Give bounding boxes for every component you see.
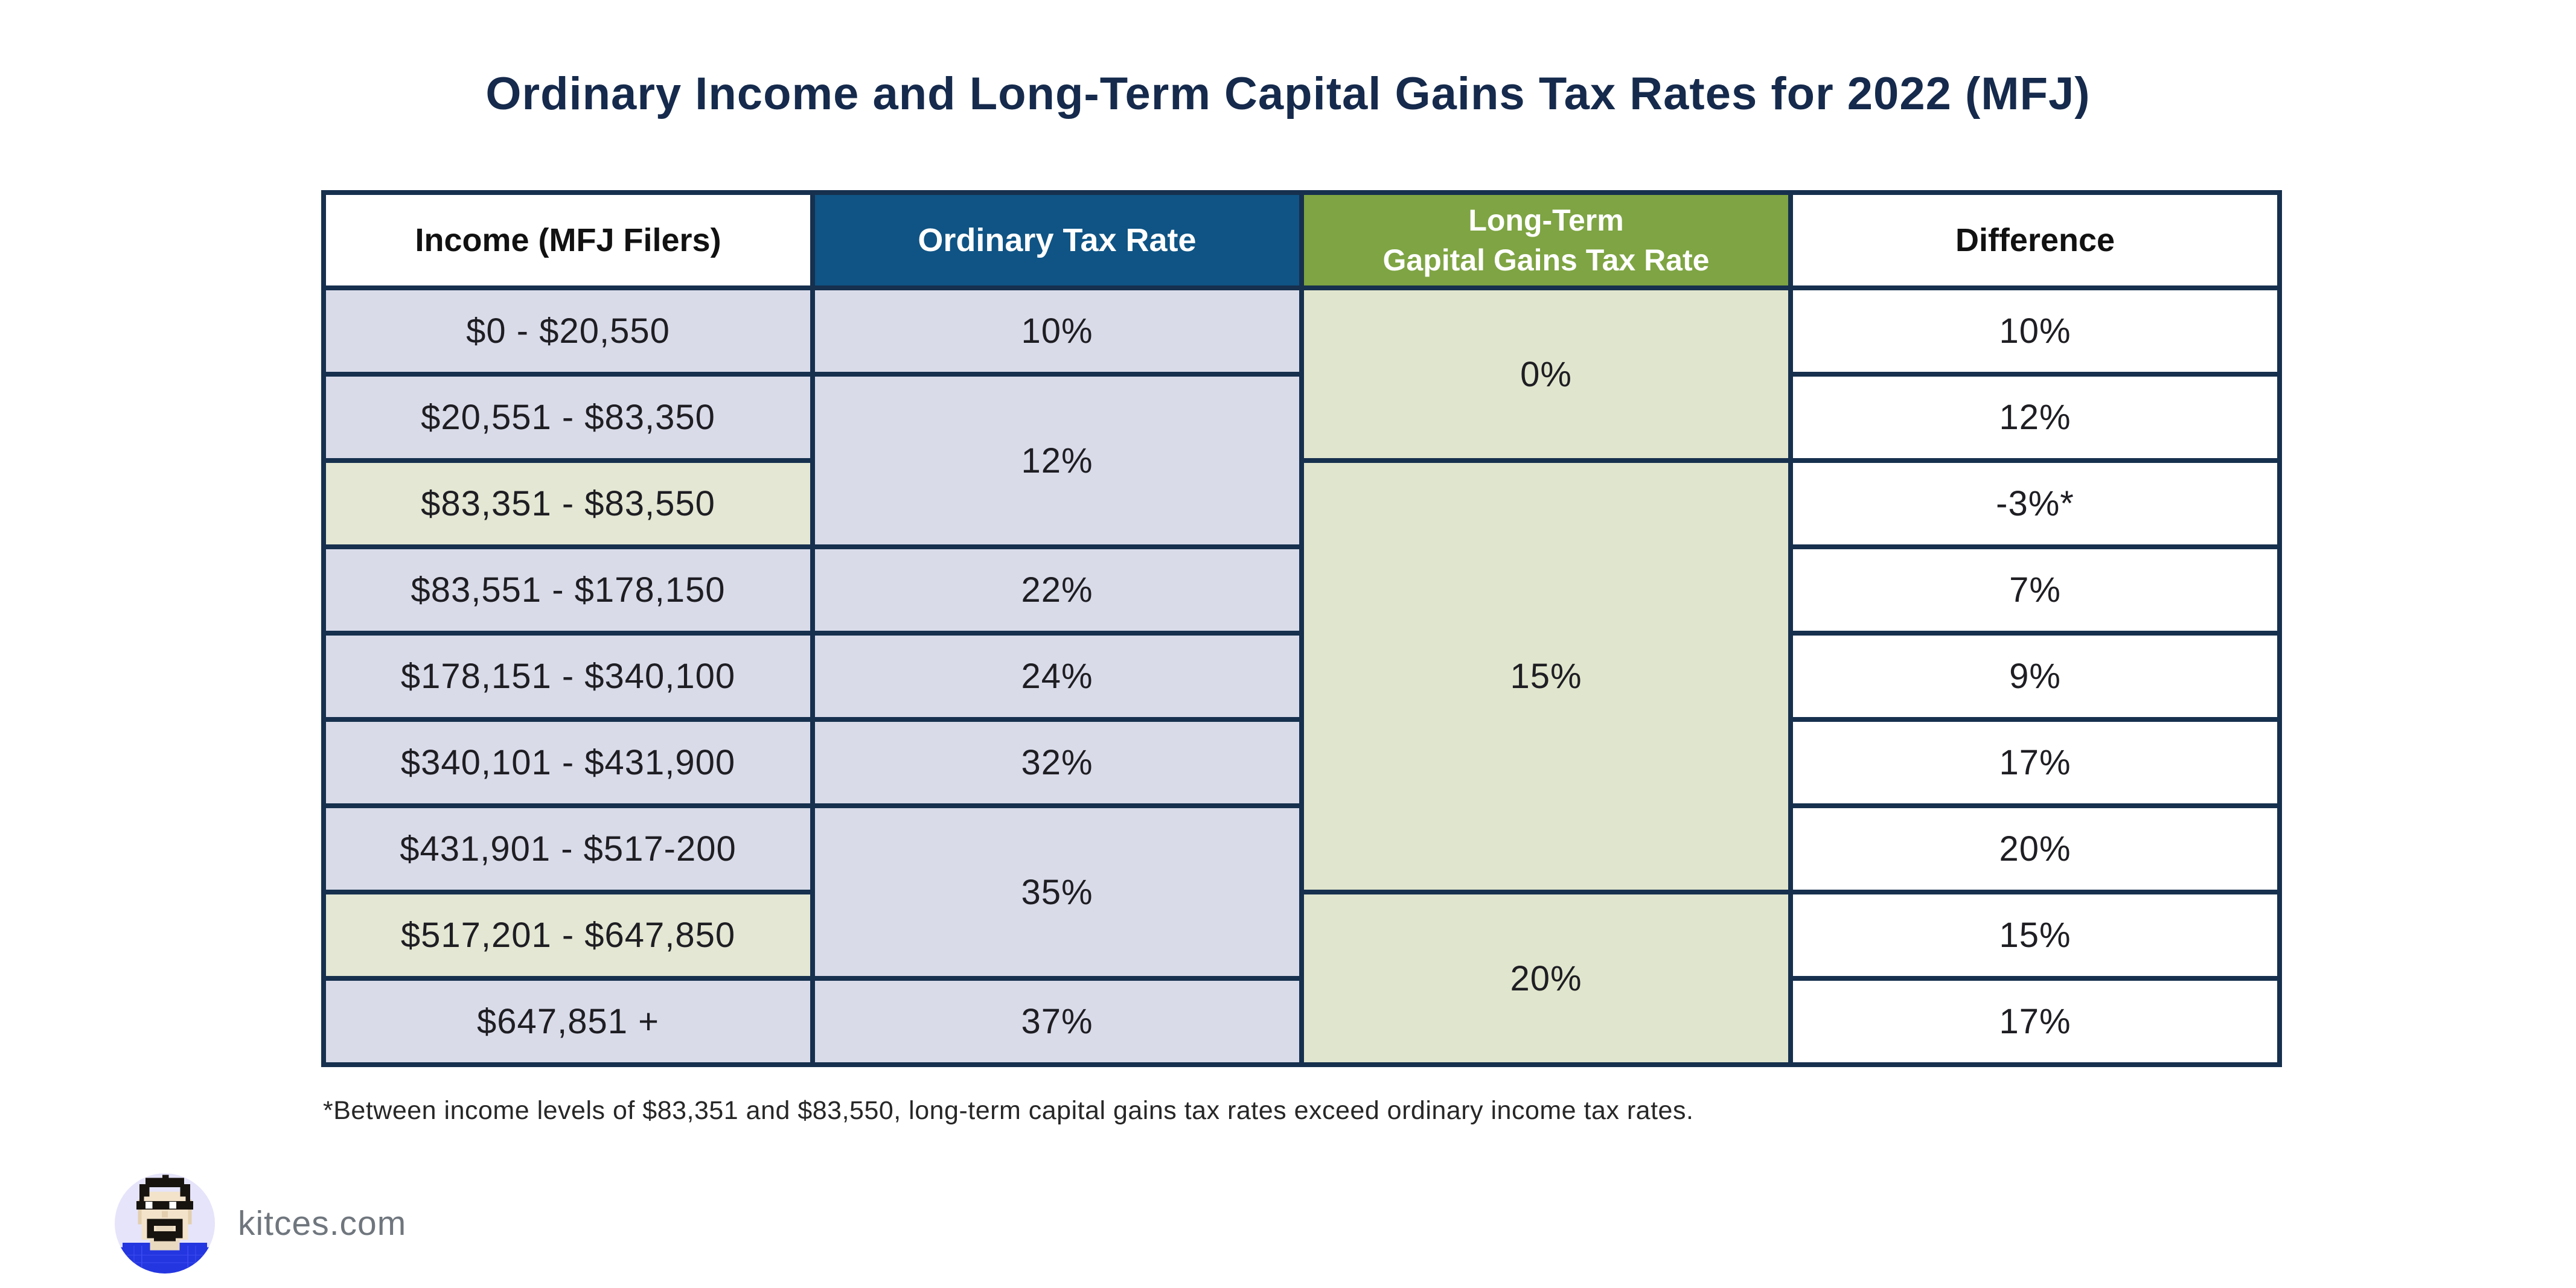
col-header-ltcg-line1: Long-Term bbox=[1468, 203, 1624, 237]
ltcg-rate-cell: 20% bbox=[1299, 890, 1793, 1067]
income-range-cell: $340,101 - $431,900 bbox=[321, 717, 815, 808]
col-header-income: Income (MFJ Filers) bbox=[321, 190, 815, 290]
tax-rates-table: Income (MFJ Filers) Ordinary Tax Rate Lo… bbox=[321, 190, 2282, 1067]
table-row: $340,101 - $431,900 32% 17% bbox=[321, 717, 2282, 808]
ordinary-rate-cell: 35% bbox=[810, 803, 1304, 981]
ordinary-rate-cell: 32% bbox=[810, 717, 1304, 808]
ordinary-rate-cell: 10% bbox=[810, 285, 1304, 377]
income-range-cell: $431,901 - $517-200 bbox=[321, 803, 815, 894]
kitces-logo: kitces.com bbox=[115, 1173, 406, 1274]
income-range-cell: $647,851 + bbox=[321, 976, 815, 1067]
difference-cell: 17% bbox=[1788, 717, 2282, 808]
logo-domain-text: kitces.com bbox=[238, 1204, 407, 1243]
difference-cell: 15% bbox=[1788, 890, 2282, 981]
income-range-cell: $517,201 - $647,850 bbox=[321, 890, 815, 981]
difference-cell: 7% bbox=[1788, 544, 2282, 636]
difference-cell: 20% bbox=[1788, 803, 2282, 894]
header-row: Income (MFJ Filers) Ordinary Tax Rate Lo… bbox=[321, 190, 2282, 290]
ltcg-rate-cell: 15% bbox=[1299, 458, 1793, 894]
col-header-difference: Difference bbox=[1788, 190, 2282, 290]
income-range-cell: $83,551 - $178,150 bbox=[321, 544, 815, 636]
table-row: $20,551 - $83,350 12% 12% bbox=[321, 372, 2282, 549]
table-row: $517,201 - $647,850 20% 15% bbox=[321, 890, 2282, 1067]
ordinary-rate-cell: 22% bbox=[810, 544, 1304, 636]
ordinary-rate-cell: 12% bbox=[810, 372, 1304, 549]
kitces-avatar-icon bbox=[115, 1173, 215, 1274]
table-row: $83,551 - $178,150 22% 7% bbox=[321, 544, 2282, 636]
income-range-cell: $0 - $20,550 bbox=[321, 285, 815, 377]
income-range-cell: $178,151 - $340,100 bbox=[321, 631, 815, 722]
difference-cell: 9% bbox=[1788, 631, 2282, 722]
table-row: $83,351 - $83,550 15% -3%* bbox=[321, 458, 2282, 894]
table-row: $647,851 + 37% 17% bbox=[321, 976, 2282, 1067]
page-title: Ordinary Income and Long-Term Capital Ga… bbox=[485, 68, 2091, 120]
table-row: $0 - $20,550 10% 0% 10% bbox=[321, 285, 2282, 463]
income-range-cell: $20,551 - $83,350 bbox=[321, 372, 815, 463]
income-range-cell: $83,351 - $83,550 bbox=[321, 458, 815, 549]
table-row: $431,901 - $517-200 35% 20% bbox=[321, 803, 2282, 981]
difference-cell: -3%* bbox=[1788, 458, 2282, 549]
difference-cell: 10% bbox=[1788, 285, 2282, 377]
col-header-ordinary-tax-rate: Ordinary Tax Rate bbox=[810, 190, 1304, 290]
ordinary-rate-cell: 24% bbox=[810, 631, 1304, 722]
difference-cell: 17% bbox=[1788, 976, 2282, 1067]
difference-cell: 12% bbox=[1788, 372, 2282, 463]
col-header-ltcg-tax-rate: Long-Term Gapital Gains Tax Rate bbox=[1299, 190, 1793, 290]
ltcg-rate-cell: 0% bbox=[1299, 285, 1793, 463]
ordinary-rate-cell: 37% bbox=[810, 976, 1304, 1067]
table-row: $178,151 - $340,100 24% 9% bbox=[321, 631, 2282, 722]
col-header-ltcg-line2: Gapital Gains Tax Rate bbox=[1382, 243, 1710, 277]
footnote: *Between income levels of $83,351 and $8… bbox=[323, 1096, 1694, 1125]
